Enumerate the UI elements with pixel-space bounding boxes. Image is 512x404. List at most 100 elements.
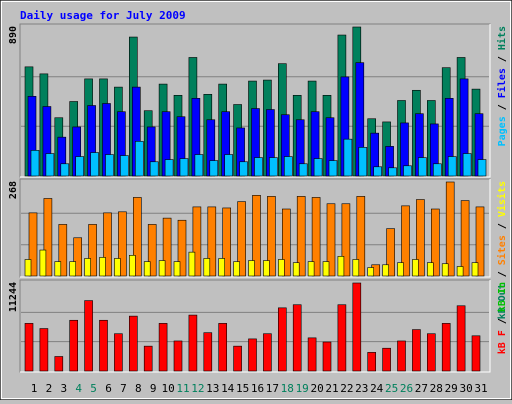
legend-entry: kB In [497,282,508,312]
legend-entry: Visits [496,181,508,217]
bar [209,160,219,177]
bar [430,208,440,277]
bar [39,328,49,372]
bar [263,333,272,372]
legend-separator: / [497,56,508,62]
x-tick-label: 24 [370,382,384,395]
bar [43,198,53,277]
bar [233,345,242,372]
x-tick-label: 3 [60,382,67,395]
bar [103,212,112,277]
bar [462,153,472,177]
bar [358,147,368,177]
x-tick-label: 12 [191,382,204,395]
bar [412,259,419,277]
bar [118,211,127,277]
bar [441,323,451,372]
bar [298,163,308,177]
bar [373,166,383,177]
bar [322,261,330,277]
legend-separator: / [497,104,508,110]
bar [114,333,123,372]
bar [203,332,213,372]
x-tick-label: 6 [105,382,112,395]
bar [147,224,157,277]
x-tick-label: 23 [355,382,368,395]
bar [322,341,332,372]
x-tick-label: 26 [400,382,413,395]
x-tick-label: 16 [251,382,264,395]
bar [283,156,293,177]
bar [269,157,278,177]
bar [471,262,479,277]
x-tick-label: 22 [340,382,353,395]
bar [337,304,347,372]
bar [75,156,84,177]
legend-entry: kB Out [497,283,508,319]
bar [218,258,225,277]
bar [114,258,121,277]
panel-highlight [20,280,491,373]
chart-title: Daily usage for July 2009 [20,9,186,22]
x-tick-label: 21 [325,382,338,395]
bar [432,163,442,177]
bar [367,267,375,277]
x-tick-label: 1 [31,382,38,395]
bar [277,259,285,277]
bar [222,207,231,277]
bar [90,152,99,177]
bar [397,340,406,372]
legend: kB Out / Sites / Visits [496,181,508,319]
bar [224,154,233,177]
bar [24,323,34,372]
bar [73,237,82,277]
bar [30,150,40,177]
x-tick-label: 14 [221,382,235,395]
bar [460,200,470,277]
bar [307,261,315,277]
bar [143,261,151,277]
x-tick-label: 30 [459,382,472,395]
bar [292,262,300,277]
bar [143,345,153,372]
x-tick-label: 15 [236,382,249,395]
bar [475,206,485,277]
y-tick-label: 11244 [8,282,19,312]
legend-separator: / [497,223,508,229]
bar [352,259,360,277]
bar [54,261,62,277]
bar [162,217,172,277]
bar [307,337,317,372]
bar [313,158,323,177]
bar [311,197,321,277]
x-tick-label: 28 [430,382,443,395]
bar [441,263,449,277]
bar [58,224,68,277]
bar [24,259,32,277]
bar [397,262,404,277]
bar [248,338,257,372]
x-tick-label: 17 [266,382,279,395]
bar [471,335,481,372]
bar [54,356,64,372]
bar [84,300,93,372]
bar [135,141,144,177]
bar [69,261,76,277]
bar [173,340,183,372]
legend: kB F / kB In [497,282,508,354]
panel-highlight [20,179,491,278]
bar [426,262,434,277]
bar [281,208,291,277]
bar [194,154,204,177]
bar [248,260,255,277]
bar [133,197,142,277]
bar [45,153,55,177]
bar [388,167,397,177]
bar [158,323,168,372]
bar [356,196,366,277]
bar [477,159,487,177]
bar [326,203,336,277]
bar [188,314,198,372]
bar [382,347,391,372]
bar [173,261,181,277]
